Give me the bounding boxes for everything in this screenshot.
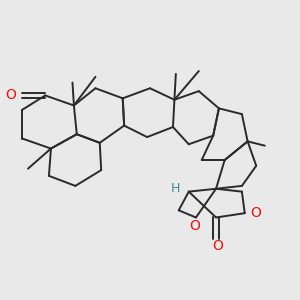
Text: O: O [5, 88, 16, 102]
Text: O: O [189, 219, 200, 233]
Text: O: O [250, 206, 261, 220]
Text: O: O [212, 239, 223, 253]
Text: H: H [170, 182, 180, 195]
